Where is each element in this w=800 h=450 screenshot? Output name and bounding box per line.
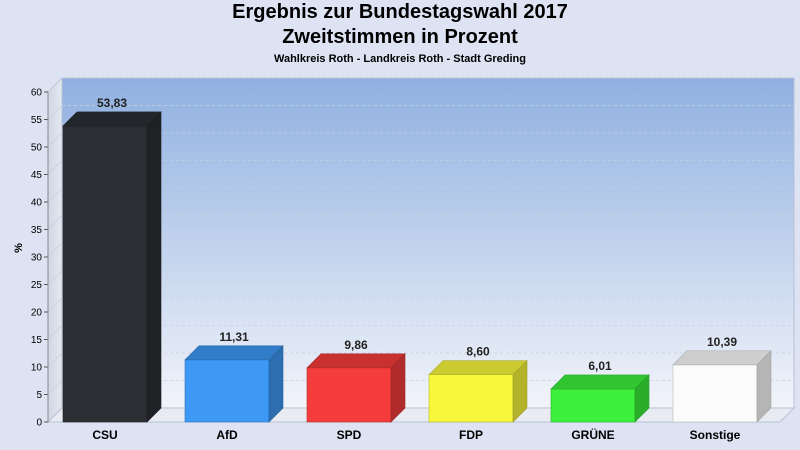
data-label: 8,60 xyxy=(466,345,490,359)
y-tick-label: 30 xyxy=(31,253,43,264)
bar-side xyxy=(146,111,162,423)
bar-front xyxy=(550,388,636,423)
y-tick-label: 25 xyxy=(31,280,43,291)
bar-spd xyxy=(306,353,406,423)
gridline-side xyxy=(47,380,63,395)
data-label: 10,39 xyxy=(707,335,737,349)
bar-side xyxy=(512,359,528,423)
x-tick-label: Sonstige xyxy=(690,428,741,442)
chart-title-line2: Zweitstimmen in Prozent xyxy=(282,26,518,48)
bar-top xyxy=(550,374,650,390)
bars: 53,83 11,31 9,86 8,60 6,01 10,39 xyxy=(62,96,772,423)
bar-side xyxy=(390,353,406,423)
y-tick-label: 60 xyxy=(31,88,43,99)
gridline-side xyxy=(47,242,63,258)
y-axis: 0 5 10 15 20 25 30 35 40 45 50 55 60 xyxy=(31,88,49,429)
bar-top xyxy=(184,345,284,361)
data-label: 11,31 xyxy=(219,330,249,344)
bar-side xyxy=(268,345,284,423)
bar-csu xyxy=(62,111,162,423)
bar-top xyxy=(306,353,406,369)
gridline-side xyxy=(47,325,63,340)
gridline-side xyxy=(47,105,63,120)
gridline-side xyxy=(47,215,63,230)
data-label: 9,86 xyxy=(344,338,368,352)
chart-titles: Ergebnis zur Bundestagswahl 2017 Zweitst… xyxy=(0,0,800,67)
x-tick-label: CSU xyxy=(92,428,117,442)
data-label: 6,01 xyxy=(588,359,612,373)
bar-front xyxy=(672,364,758,423)
y-tick-label: 45 xyxy=(31,170,43,181)
bar-front xyxy=(306,367,392,423)
bar-fdp xyxy=(428,359,528,423)
bar-front xyxy=(62,125,148,423)
y-axis-label: % xyxy=(13,243,25,253)
bar-top xyxy=(428,360,528,376)
gridline-side xyxy=(47,297,63,313)
chart-title: Ergebnis zur Bundestagswahl 2017 xyxy=(232,1,568,23)
y-tick-label: 55 xyxy=(31,115,43,126)
y-tick-label: 35 xyxy=(31,225,43,236)
y-tick-label: 40 xyxy=(31,198,43,209)
bar-side xyxy=(634,374,650,423)
gridline-side xyxy=(47,352,63,368)
gridline-side xyxy=(47,187,63,203)
bar-top xyxy=(672,350,772,366)
y-tick-label: 10 xyxy=(31,363,43,374)
bar-side xyxy=(756,350,772,423)
gridline-side xyxy=(47,160,63,175)
y-tick-label: 0 xyxy=(36,418,42,429)
bar-front xyxy=(184,359,270,423)
x-axis-labels: CSU AfD SPD FDP GRÜNE Sonstige xyxy=(92,427,740,442)
x-tick-label: AfD xyxy=(216,428,238,442)
y-tick-label: 50 xyxy=(31,143,43,154)
gridline-side xyxy=(47,77,63,93)
bar-top xyxy=(62,111,162,127)
gridlines xyxy=(47,77,794,395)
gridline-side xyxy=(47,270,63,285)
y-tick-label: 15 xyxy=(31,335,43,346)
bar-afd xyxy=(184,345,284,423)
x-tick-label: FDP xyxy=(459,428,483,442)
chart-subtitle: Wahlkreis Roth - Landkreis Roth - Stadt … xyxy=(273,53,526,65)
bar-front xyxy=(428,374,514,423)
y-tick-label: 5 xyxy=(36,390,42,401)
bar-grüne xyxy=(550,374,650,423)
y-tick-label: 20 xyxy=(31,308,43,319)
x-tick-label: GRÜNE xyxy=(571,427,614,442)
data-label: 53,83 xyxy=(97,96,127,110)
gridline-side xyxy=(47,132,63,148)
x-tick-label: SPD xyxy=(337,428,362,442)
bar-sonstige xyxy=(672,350,772,423)
